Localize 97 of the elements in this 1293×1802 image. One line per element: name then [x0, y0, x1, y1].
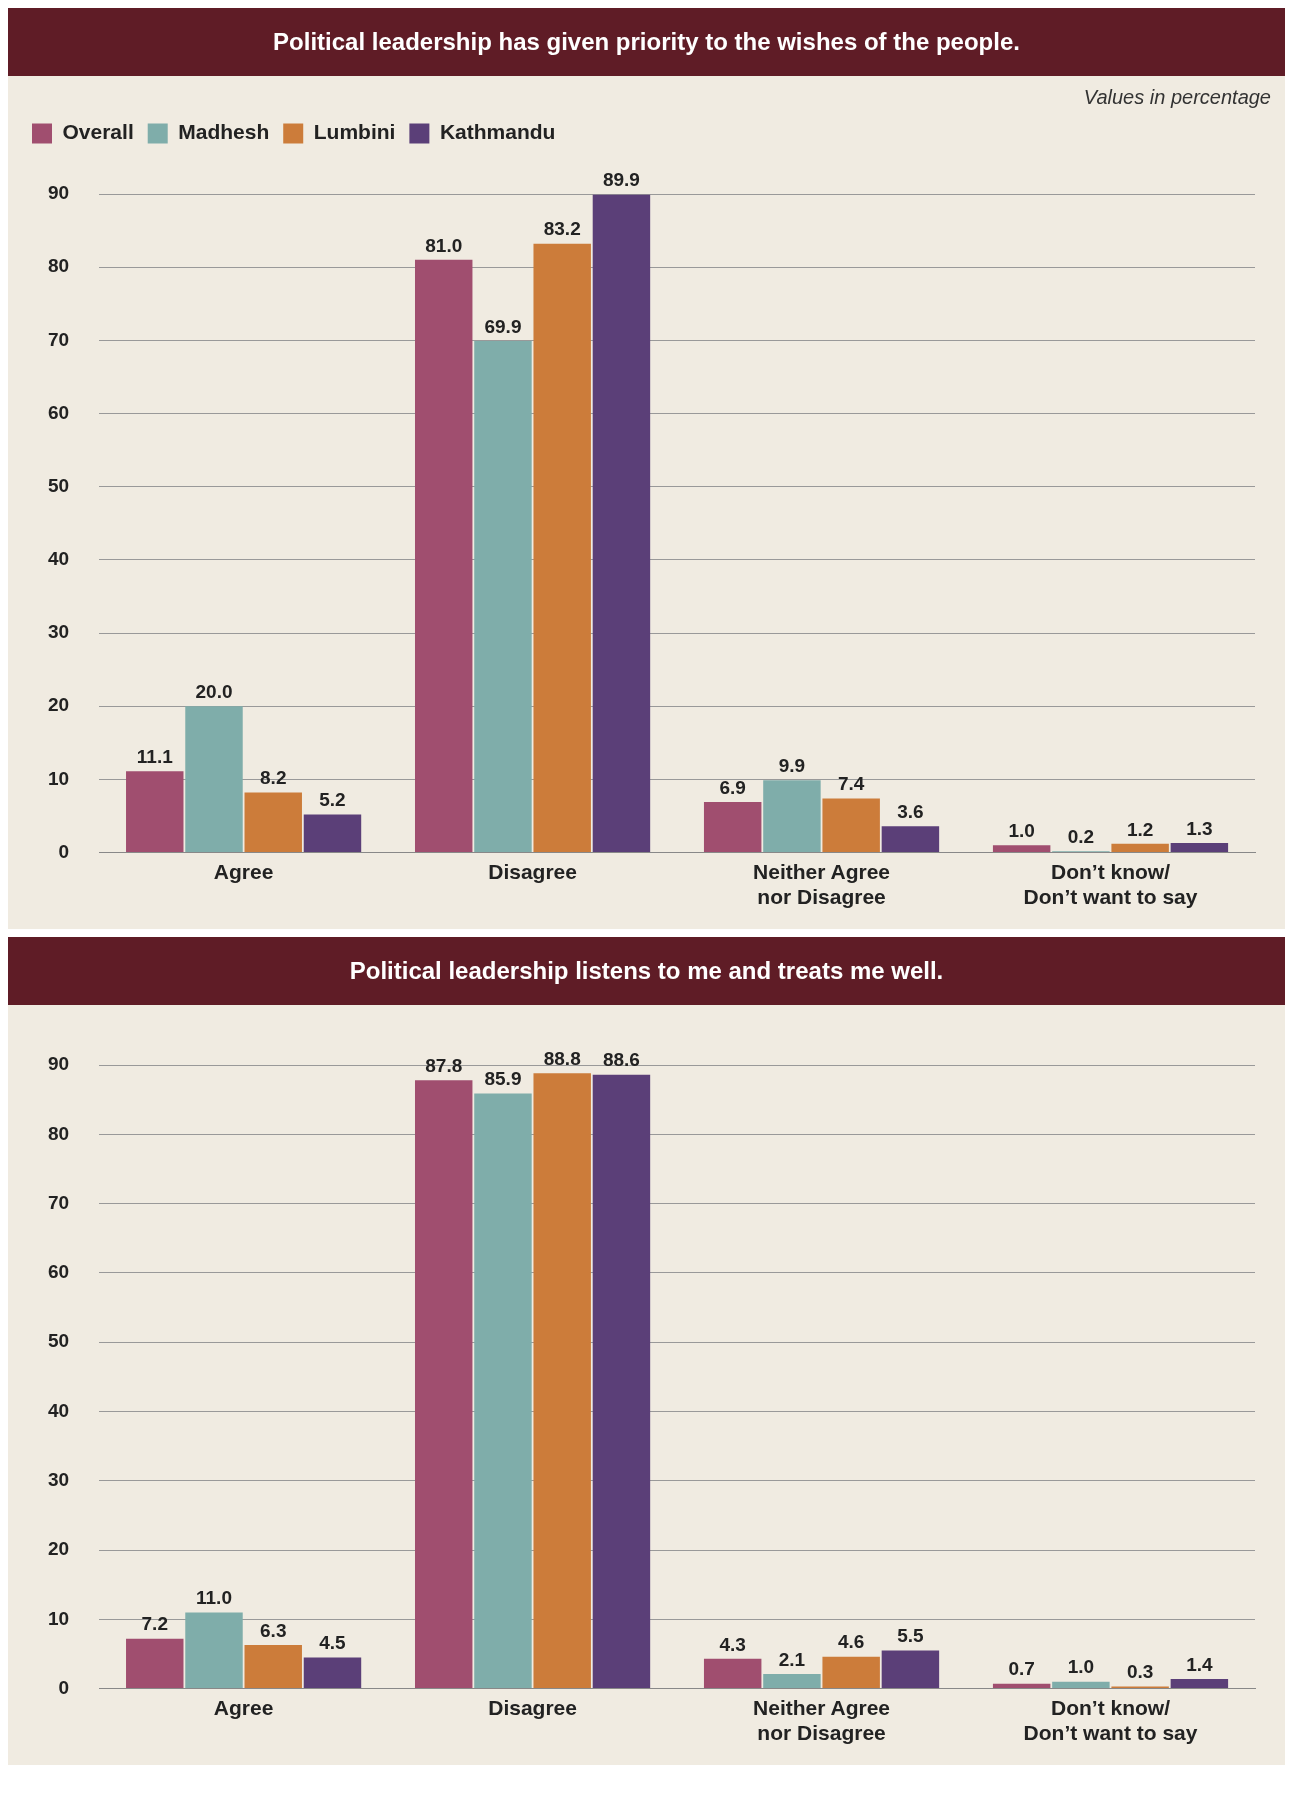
data-label: 69.9	[484, 315, 522, 337]
bar	[415, 1080, 473, 1689]
bar	[1170, 843, 1229, 853]
data-label: 88.6	[602, 1049, 640, 1071]
bar	[126, 1638, 184, 1689]
y-tick-label: 30	[47, 621, 70, 643]
y-tick-label: 70	[47, 328, 70, 350]
bar	[244, 792, 302, 853]
data-label: 1.0	[1008, 820, 1035, 842]
bar	[533, 1073, 591, 1689]
bar	[592, 1074, 651, 1689]
data-label: 5.2	[319, 789, 346, 811]
bar	[126, 771, 184, 853]
data-label: 11.0	[196, 1587, 232, 1609]
bar	[763, 1674, 821, 1689]
bar	[1170, 1678, 1229, 1689]
x-tick-label: Disagree	[488, 1696, 577, 1719]
data-label: 85.9	[484, 1068, 522, 1090]
y-tick-label: 50	[47, 474, 70, 496]
data-label: 3.6	[897, 800, 924, 822]
bar	[474, 341, 532, 853]
data-label: 1.3	[1186, 817, 1213, 839]
y-tick-label: 60	[47, 401, 70, 423]
data-label: 11.1	[136, 746, 174, 768]
chart-title: Political leadership has given priority to the wishes of the people.	[8, 8, 1285, 76]
y-tick-label: 80	[47, 1122, 70, 1144]
data-label: 81.0	[425, 234, 463, 256]
data-label: 1.0	[1067, 1656, 1095, 1678]
bar	[185, 1612, 243, 1689]
y-tick-label: 10	[47, 767, 70, 789]
data-label: 0.3	[1126, 1661, 1154, 1683]
y-tick-label: 10	[47, 1607, 70, 1629]
data-label: 6.9	[719, 776, 746, 798]
x-tick-label: Agree	[213, 860, 274, 883]
bar	[185, 706, 243, 853]
x-tick-label: Neither Agree nor Disagree	[753, 1696, 891, 1745]
legend-label: Madhesh	[178, 120, 270, 144]
x-tick-label: Don’t know/ Don’t want to say	[1023, 860, 1198, 909]
data-label: 4.5	[319, 1632, 347, 1654]
y-tick-label: 90	[47, 1053, 70, 1075]
data-label: 4.3	[719, 1633, 746, 1655]
y-tick-label: 40	[47, 1399, 70, 1421]
bar	[992, 1683, 1051, 1689]
x-tick-label: Don’t know/ Don’t want to say	[1023, 1696, 1198, 1745]
bar	[822, 1656, 880, 1689]
y-tick-label: 20	[47, 694, 70, 716]
legend-label: Overall	[62, 120, 134, 144]
y-tick-label: 0	[58, 1676, 70, 1698]
bar	[703, 1658, 762, 1689]
y-tick-label: 60	[47, 1261, 70, 1283]
bar	[1052, 1681, 1110, 1689]
y-tick-label: 0	[58, 840, 70, 862]
y-tick-label: 20	[47, 1538, 70, 1560]
y-tick-label: 50	[47, 1330, 70, 1352]
text: Values in percentage	[1082, 85, 1272, 109]
data-label: 1.2	[1126, 818, 1154, 840]
data-label: 2.1	[778, 1648, 806, 1670]
data-label: 87.8	[425, 1054, 463, 1076]
data-label: 7.4	[837, 773, 865, 795]
data-label: 83.2	[543, 218, 581, 240]
y-tick-label: 80	[47, 255, 70, 277]
bar	[881, 826, 940, 853]
bar	[592, 194, 651, 853]
data-label: 20.0	[195, 680, 233, 702]
x-tick-label: Agree	[213, 1696, 274, 1719]
bar	[992, 845, 1051, 853]
y-tick-label: 30	[47, 1468, 70, 1490]
bar	[415, 259, 473, 853]
bar	[303, 814, 362, 853]
y-tick-label: 70	[47, 1191, 70, 1213]
data-label: 0.2	[1067, 825, 1095, 847]
data-label: 1.4	[1186, 1653, 1214, 1675]
data-label: 89.9	[602, 169, 640, 191]
legend-label: Lumbini	[313, 120, 396, 144]
data-label: 88.8	[543, 1048, 581, 1070]
y-tick-label: 40	[47, 548, 70, 570]
chart-title: Political leadership listens to me and treats me well.	[8, 937, 1285, 1005]
bar	[533, 243, 591, 853]
bar	[303, 1657, 362, 1689]
bar	[703, 802, 762, 853]
data-label: 8.2	[260, 767, 287, 789]
x-tick-label: Neither Agree nor Disagree	[753, 860, 891, 909]
x-tick-label: Disagree	[488, 860, 577, 883]
data-label: 4.6	[837, 1631, 865, 1653]
y-tick-label: 90	[47, 182, 70, 204]
bar	[474, 1093, 532, 1689]
data-label: 9.9	[778, 754, 806, 776]
data-label: 5.5	[897, 1625, 925, 1647]
bar	[822, 798, 880, 853]
data-label: 0.7	[1008, 1658, 1035, 1680]
data-label: 7.2	[141, 1613, 168, 1635]
bar	[881, 1650, 940, 1689]
data-label: 6.3	[260, 1619, 287, 1641]
bar	[244, 1644, 302, 1689]
bar	[1111, 843, 1169, 853]
legend-label: Kathmandu	[439, 120, 556, 144]
bar	[763, 780, 821, 853]
